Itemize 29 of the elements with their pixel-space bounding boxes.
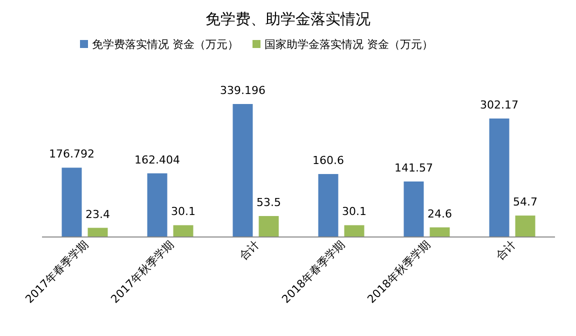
bar	[515, 216, 536, 237]
bar	[147, 173, 168, 237]
bar	[318, 174, 338, 237]
bar	[344, 225, 364, 237]
bar	[173, 225, 194, 237]
chart-title: 免学费、助学金落实情况	[206, 10, 370, 28]
data-label: 176.792	[49, 148, 94, 161]
data-label: 339.196	[220, 84, 266, 97]
bar	[430, 227, 450, 237]
data-label: 30.1	[342, 205, 366, 218]
x-tick-label: 合计	[494, 238, 518, 263]
data-label: 160.6	[312, 154, 344, 168]
x-tick-label: 合计	[237, 238, 262, 263]
bar	[404, 181, 424, 237]
bar	[489, 118, 510, 237]
data-label: 141.57	[394, 161, 433, 174]
bar	[62, 168, 82, 237]
data-label: 23.4	[86, 208, 110, 221]
data-label: 54.7	[513, 196, 538, 209]
bar	[232, 104, 253, 237]
data-label: 30.1	[171, 205, 196, 218]
data-label: 53.5	[256, 196, 281, 210]
legend-label: 免学费落实情况 资金（万元）	[92, 38, 238, 51]
bar	[258, 216, 279, 237]
data-label: 302.17	[480, 98, 518, 112]
data-label: 162.404	[134, 153, 180, 166]
data-label: 24.6	[428, 207, 452, 220]
bar	[88, 228, 108, 237]
legend-label: 国家助学金落实情况 资金（万元）	[264, 38, 433, 51]
